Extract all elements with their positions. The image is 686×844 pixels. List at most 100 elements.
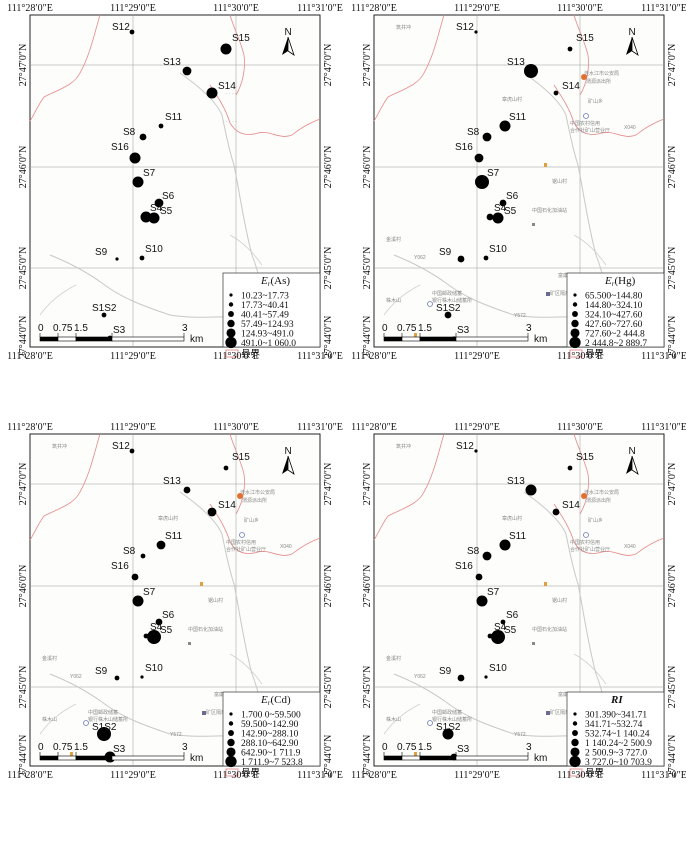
boundary-symbol <box>569 349 583 358</box>
scale-tick-label: 1.5 <box>74 323 88 334</box>
sample-point-s12 <box>474 30 478 34</box>
sample-label-s11: S11 <box>165 112 182 123</box>
scale-segment <box>401 336 421 342</box>
place-label: Y062 <box>70 674 82 680</box>
sample-label-s7: S7 <box>487 587 500 598</box>
bank-icon <box>239 532 245 538</box>
lon-label: 111°31′0″E <box>641 770 686 781</box>
sample-point-s11 <box>156 540 166 550</box>
legend: Er(Cd) 1.700 0~59.50059.500~142.90142.90~… <box>222 691 321 779</box>
lon-label: 111°28′0″E <box>7 351 53 362</box>
legend-symbol <box>228 302 234 307</box>
sample-label-s12: S12 <box>112 441 130 452</box>
place-label: Y572 <box>514 732 526 738</box>
place-label: 涟水江市公安局 <box>584 489 619 496</box>
north-arrow-half <box>626 456 632 474</box>
sample-label-s8: S8 <box>467 127 480 138</box>
county-boundary <box>573 433 589 515</box>
legend: Er(As) 10.23~17.7317.73~40.4140.41~57.495… <box>222 272 321 360</box>
lat-label: 27°46′0″N <box>323 146 334 189</box>
legend-label: 341.71~532.74 <box>585 720 643 730</box>
lat-label: 27°45′0″N <box>667 666 678 709</box>
sample-point-s5 <box>148 212 160 224</box>
sample-point-s8 <box>139 133 147 141</box>
legend-label: 2 444.8~2 889.7 <box>585 339 647 349</box>
legend-symbol <box>570 747 580 757</box>
building-label: · · · · <box>226 91 237 97</box>
fuel-icon <box>200 582 203 586</box>
shop-icon <box>532 223 535 226</box>
lat-label: 27°47′0″N <box>323 463 334 506</box>
sample-point-s12 <box>129 29 135 35</box>
sample-label-s10: S10 <box>145 244 163 255</box>
boundary-label: 县界 <box>585 768 605 779</box>
place-label: X040 <box>624 544 636 550</box>
place-label: X040 <box>624 125 636 131</box>
legend-box <box>222 272 321 348</box>
sample-label-s12: S12 <box>112 22 130 33</box>
sample-label-s6: S6 <box>506 610 519 621</box>
lat-label: 27°45′0″N <box>18 247 29 290</box>
sample-label-s1s2: S1S2 <box>92 303 117 314</box>
sample-point-s7 <box>475 175 489 189</box>
sample-label-s9: S9 <box>95 666 108 677</box>
scale-segment <box>419 336 457 342</box>
scale-segment <box>39 755 59 761</box>
legend-symbol <box>572 302 578 307</box>
sample-label-s12: S12 <box>456 441 474 452</box>
north-arrow-icon: N <box>626 27 639 56</box>
sample-label-s16: S16 <box>111 142 129 153</box>
place-label: 中国石化加油站 <box>532 207 567 214</box>
lon-label: 111°29′0″E <box>454 351 500 362</box>
place-label: X040 <box>280 544 292 550</box>
north-label: N <box>629 27 636 38</box>
lon-label: 111°30′0″E <box>557 351 603 362</box>
boundary-symbol <box>225 768 239 777</box>
lon-label: 111°28′0″E <box>7 3 53 14</box>
legend-symbol <box>573 293 577 297</box>
sample-label-s8: S8 <box>467 546 480 557</box>
legend-label: 57.49~124.93 <box>241 320 294 330</box>
legend-symbol <box>225 336 237 349</box>
bank-icon <box>583 532 589 538</box>
boundary-symbol <box>225 349 239 358</box>
sample-label-s6: S6 <box>506 191 519 202</box>
place-label: 中国邮政储蓄 <box>432 709 462 716</box>
lon-label: 111°28′0″E <box>351 351 397 362</box>
place-label: 株木山 <box>386 716 401 723</box>
lat-label: 27°47′0″N <box>667 44 678 87</box>
place-label: 银行株木山储蓄所 <box>88 716 128 723</box>
place-label: 锯山村 <box>208 597 223 604</box>
legend-label: 3 727.0~10 703.9 <box>585 758 652 768</box>
sample-label-s1s2: S1S2 <box>436 722 461 733</box>
scale-segment <box>57 336 77 342</box>
scale-tick-label: 3 <box>182 323 188 334</box>
scale-tick-label: 0.75 <box>53 323 73 334</box>
legend-label: 144.80~324.10 <box>585 301 643 311</box>
place-label: 渭源派出所 <box>242 497 267 504</box>
fuel-icon <box>70 752 73 756</box>
place-label: 锯山村 <box>552 597 567 604</box>
sample-point-s8 <box>482 551 492 561</box>
north-arrow-icon: N <box>626 446 639 475</box>
place-label: 中国农村信用 <box>570 120 600 127</box>
scale-bar: 0 0.75 1.5 3km <box>382 742 547 764</box>
boundary-symbol <box>569 768 583 777</box>
sample-label-s13: S13 <box>163 57 181 68</box>
legend-label: 301.390~341.71 <box>585 710 647 720</box>
sample-point-s16 <box>129 152 141 164</box>
north-arrow-half <box>282 37 288 55</box>
legend-symbol <box>228 721 234 726</box>
county-boundary <box>29 14 101 122</box>
fuel-icon <box>544 582 547 586</box>
sample-label-s9: S9 <box>439 666 452 677</box>
county-boundary <box>229 433 245 515</box>
lat-label: 27°44′0″N <box>18 316 29 359</box>
road <box>39 284 77 316</box>
lat-label: 27°46′0″N <box>667 146 678 189</box>
building-label: · · · · <box>226 119 237 125</box>
scale-segment <box>455 336 529 342</box>
scale-bar: 0 0.75 1.5 3km <box>38 323 203 345</box>
sample-point-s16 <box>475 573 483 581</box>
